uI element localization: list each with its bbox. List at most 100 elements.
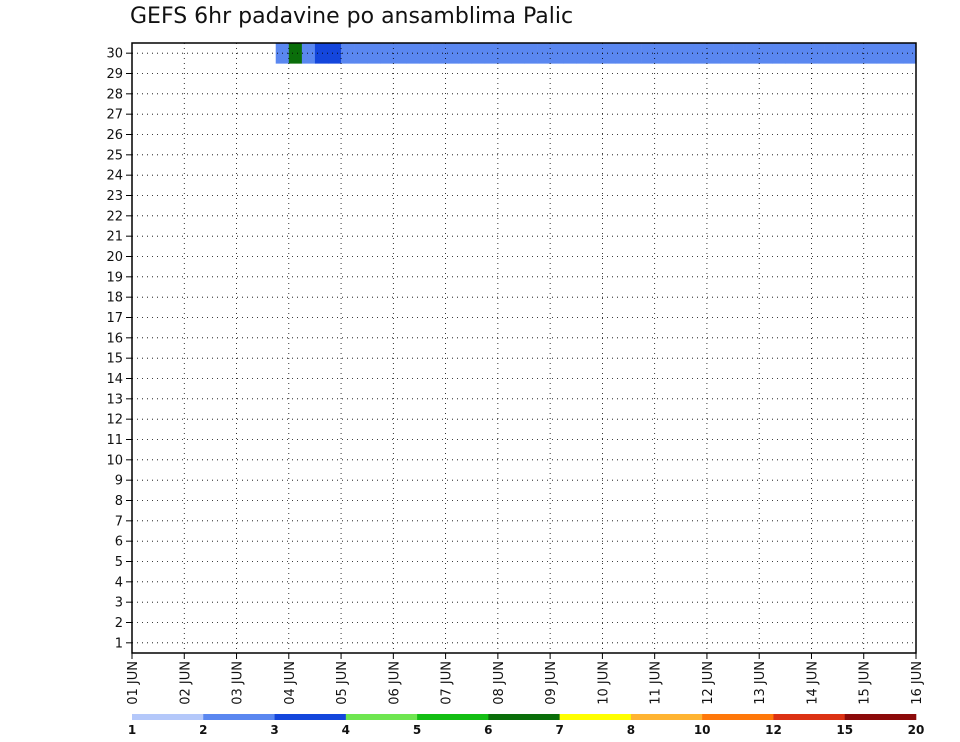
heatmap-cell — [589, 43, 603, 64]
heatmap-cell — [458, 43, 473, 64]
colorbar-swatch — [132, 714, 204, 720]
heatmap-cell — [419, 43, 433, 64]
y-tick-label: 21 — [106, 230, 123, 245]
heatmap-cell — [667, 43, 682, 64]
heatmap-cell — [759, 43, 773, 64]
heatmap-cell — [314, 43, 329, 64]
heatmap-cell — [798, 43, 812, 64]
x-tick-label: 16 JUN — [910, 661, 925, 705]
colorbar-swatch — [844, 714, 917, 720]
heatmap-cell — [432, 43, 446, 64]
y-axis: 1234567891011121314151617181920212223242… — [106, 47, 132, 651]
x-tick-label: 15 JUN — [858, 661, 873, 705]
y-tick-label: 19 — [106, 270, 123, 285]
heatmap-cell — [497, 43, 512, 64]
colorbar-label: 15 — [836, 723, 853, 737]
colorbar-swatch — [417, 714, 489, 720]
y-tick-label: 23 — [106, 189, 123, 204]
heatmap-cell — [550, 43, 564, 64]
y-tick-label: 29 — [106, 67, 123, 82]
colorbar-label: 8 — [627, 723, 635, 737]
colorbar-swatch — [488, 714, 560, 720]
x-tick-label: 02 JUN — [178, 661, 193, 705]
colorbar-label: 12 — [765, 723, 782, 737]
heatmap-cell — [602, 43, 616, 64]
heatmap-cell — [654, 43, 669, 64]
heatmap-cell — [863, 43, 878, 64]
heatmap-cell — [889, 43, 904, 64]
heatmap-cell — [484, 43, 499, 64]
colorbar-swatch — [345, 714, 418, 720]
heatmap-cell — [328, 43, 342, 64]
colorbar-label: 10 — [694, 723, 711, 737]
heatmap-cell — [772, 43, 786, 64]
y-tick-label: 2 — [115, 616, 123, 631]
x-tick-label: 04 JUN — [283, 661, 298, 705]
x-tick-label: 06 JUN — [387, 661, 402, 705]
x-tick-label: 12 JUN — [701, 661, 716, 705]
y-tick-label: 6 — [115, 535, 123, 550]
colorbar-label: 3 — [270, 723, 278, 737]
heatmap-cell — [733, 43, 747, 64]
heatmap-cell — [628, 43, 642, 64]
heatmap-cell — [837, 43, 851, 64]
heatmap-cell — [367, 43, 381, 64]
y-tick-label: 27 — [106, 108, 123, 123]
chart-title: GEFS 6hr padavine po ansamblima Palic — [130, 4, 574, 29]
y-tick-label: 15 — [106, 352, 123, 367]
x-tick-label: 01 JUN — [126, 661, 141, 705]
colorbar-swatch — [702, 714, 774, 720]
x-axis: 01 JUN 02 JUN 03 JUN 04 JUN 05 JUN 06 JUN 07 J… — [126, 653, 925, 705]
colorbar-swatch — [559, 714, 632, 720]
y-tick-label: 30 — [106, 47, 123, 62]
y-tick-label: 5 — [115, 555, 123, 570]
colorbar-label: 6 — [484, 723, 492, 737]
y-tick-label: 12 — [106, 413, 123, 428]
plot-frame — [131, 42, 917, 654]
heatmap-cell — [537, 43, 551, 64]
colorbar-label: 20 — [908, 723, 925, 737]
heatmap-cell — [406, 43, 420, 64]
y-tick-label: 18 — [106, 291, 123, 306]
heatmap-cell — [902, 43, 917, 64]
y-tick-label: 13 — [106, 392, 123, 407]
y-tick-label: 28 — [106, 87, 123, 102]
colorbar-label: 5 — [413, 723, 421, 737]
colorbar-swatch — [773, 714, 846, 720]
y-tick-label: 7 — [115, 514, 123, 529]
y-tick-label: 1 — [115, 636, 123, 651]
cells-layer — [275, 43, 917, 64]
heatmap-cell — [811, 43, 825, 64]
x-tick-label: 10 JUN — [596, 661, 611, 705]
x-tick-label: 11 JUN — [649, 661, 664, 705]
y-tick-label: 20 — [106, 250, 123, 265]
heatmap-cell — [471, 43, 486, 64]
heatmap-cell — [824, 43, 838, 64]
y-tick-label: 9 — [115, 474, 123, 489]
x-tick-label: 13 JUN — [753, 661, 768, 705]
x-tick-label: 14 JUN — [805, 661, 820, 705]
x-tick-label: 05 JUN — [335, 661, 350, 705]
colorbar-swatch — [274, 714, 347, 720]
y-tick-label: 17 — [106, 311, 123, 326]
y-tick-label: 10 — [106, 453, 123, 468]
colorbar-label: 1 — [128, 723, 136, 737]
heatmap-cell — [301, 43, 316, 64]
colorbar-swatch — [203, 714, 275, 720]
heatmap-cell — [641, 43, 655, 64]
y-tick-label: 26 — [106, 128, 123, 143]
y-tick-label: 4 — [115, 575, 123, 590]
heatmap-cell — [524, 43, 538, 64]
heatmap-cell — [876, 43, 891, 64]
y-tick-label: 11 — [106, 433, 123, 448]
y-tick-label: 8 — [115, 494, 123, 509]
colorbar-label: 7 — [555, 723, 563, 737]
y-tick-label: 16 — [106, 331, 123, 346]
heatmap-cell — [563, 43, 577, 64]
x-tick-label: 08 JUN — [492, 661, 507, 705]
x-tick-label: 09 JUN — [544, 661, 559, 705]
heatmap-cell — [288, 43, 303, 64]
x-tick-label: 03 JUN — [231, 661, 246, 705]
colorbar-swatch — [630, 714, 703, 720]
